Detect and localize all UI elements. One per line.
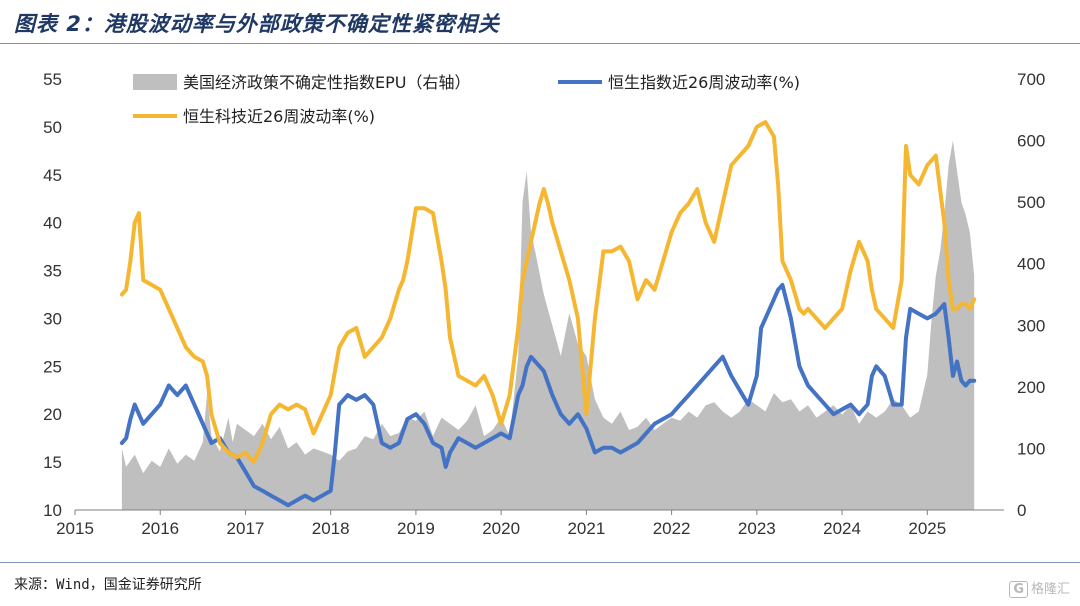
legend-label: 恒生指数近26周波动率(%)	[608, 73, 800, 92]
series-line-hsi	[119, 282, 977, 508]
y-left-tick-label: 10	[43, 501, 62, 520]
y-right-tick-label: 0	[1017, 501, 1026, 520]
x-tick-label: 2019	[397, 519, 435, 538]
legend-swatch-epu	[133, 74, 177, 90]
x-tick-label: 2023	[738, 519, 776, 538]
y-right-tick-label: 700	[1017, 70, 1045, 89]
y-left-tick-label: 20	[43, 405, 62, 424]
x-tick-label: 2016	[141, 519, 179, 538]
y-right-tick-label: 400	[1017, 255, 1045, 274]
series-area-epu	[121, 140, 975, 510]
y-left-tick-label: 25	[43, 357, 62, 376]
watermark: G 格隆汇	[1009, 578, 1070, 598]
x-tick-label: 2017	[227, 519, 265, 538]
x-tick-label: 2015	[56, 519, 94, 538]
y-left-tick-label: 45	[43, 166, 62, 185]
y-left-tick-label: 35	[43, 262, 62, 281]
legend-label: 美国经济政策不确定性指数EPU（右轴）	[183, 73, 470, 92]
figure-title: 图表 2：港股波动率与外部政策不确定性紧密相关	[14, 12, 500, 36]
y-left-tick-label: 30	[43, 309, 62, 328]
watermark-text: 格隆汇	[1030, 582, 1070, 597]
legend: 美国经济政策不确定性指数EPU（右轴） 恒生指数近26周波动率(%) 恒生科技近26…	[133, 73, 800, 126]
y-left-tick-label: 15	[43, 453, 62, 472]
source-note: 来源：Wind，国金证券研究所	[14, 577, 202, 593]
x-tick-label: 2020	[482, 519, 520, 538]
title-divider	[0, 43, 1080, 44]
y-left-tick-label: 40	[43, 214, 62, 233]
y-right-tick-label: 200	[1017, 378, 1045, 397]
footer-divider	[0, 562, 1080, 563]
series-line-hstech	[119, 120, 977, 465]
y-right-tick-label: 600	[1017, 132, 1045, 151]
legend-label: 恒生科技近26周波动率(%)	[183, 107, 375, 126]
x-tick-label: 2025	[908, 519, 946, 538]
chart: 2015 2016 2017 2018 2019 2020 2021 2022 2023 2024…	[43, 70, 1045, 538]
y-right-tick-label: 500	[1017, 193, 1045, 212]
x-tick-label: 2021	[567, 519, 605, 538]
x-tick-label: 2024	[823, 519, 861, 538]
y-left-tick-label: 50	[43, 118, 62, 137]
watermark-logo-icon: G	[1009, 581, 1028, 598]
x-tick-label: 2018	[312, 519, 350, 538]
y-right-tick-label: 300	[1017, 316, 1045, 335]
x-tick-label: 2022	[653, 519, 691, 538]
y-left-tick-label: 55	[43, 70, 62, 89]
y-right-tick-label: 100	[1017, 439, 1045, 458]
